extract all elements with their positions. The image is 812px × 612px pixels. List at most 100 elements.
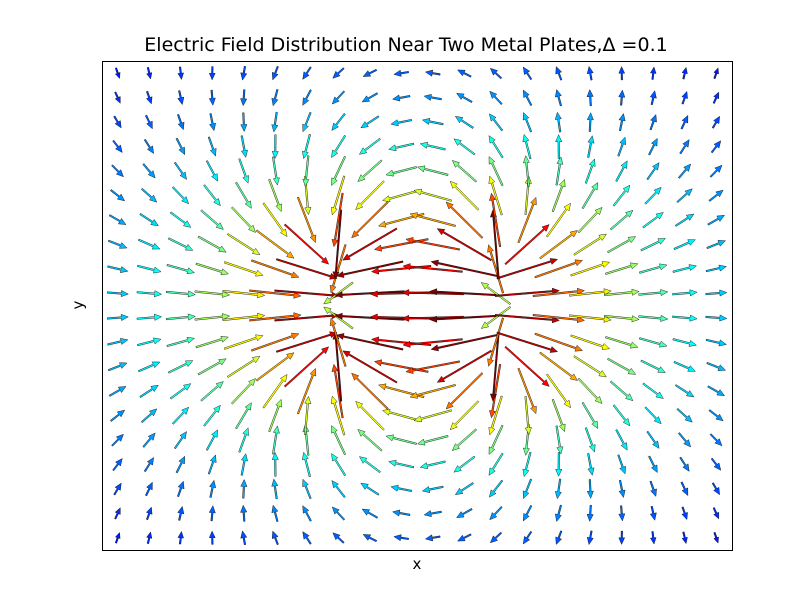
field-arrow [250,332,300,352]
field-arrow [107,265,129,273]
field-arrow [274,312,340,322]
field-arrow [336,333,404,351]
field-arrow [255,352,295,382]
field-arrow [605,336,639,349]
field-arrow [240,65,248,81]
field-arrow [454,482,474,495]
field-arrow [108,214,127,225]
field-arrow [708,409,724,422]
field-arrow [489,90,503,105]
field-arrow [489,192,502,248]
field-arrow [449,180,480,211]
field-arrow [534,259,583,279]
field-arrow [255,229,295,259]
field-arrow [302,155,310,187]
field-arrow [107,362,128,372]
field-arrow [393,534,409,542]
field-arrow [108,386,127,397]
field-arrow [711,115,720,129]
field-arrow [146,67,153,80]
field-arrow [235,181,252,209]
field-arrow [532,287,585,298]
field-arrow [177,531,184,545]
field-arrow [607,357,637,375]
field-arrow [430,259,498,278]
field-arrow [587,135,595,158]
field-arrow [143,138,154,154]
field-arrow [283,346,330,388]
field-arrow [208,530,216,545]
field-arrow [177,505,185,521]
field-arrow [424,534,441,542]
field-arrow [618,479,626,498]
field-arrow [551,398,566,433]
field-arrow [618,66,626,81]
field-arrow [421,118,444,126]
field-arrow [423,510,442,517]
field-arrow [644,186,662,205]
field-arrow [177,66,184,80]
field-arrow [706,240,727,250]
field-arrow [167,237,194,251]
field-arrow [388,459,415,469]
field-arrow [226,233,261,255]
field-arrow [331,506,346,521]
field-arrow [113,115,122,129]
field-arrow [385,434,417,445]
field-arrow [302,111,312,133]
field-arrow [681,66,688,80]
field-arrow [517,367,537,415]
field-arrow [504,345,550,387]
field-arrow [451,428,477,451]
field-arrow [331,134,347,158]
field-arrow [177,480,185,498]
field-arrow [271,504,279,522]
field-arrow [523,155,530,187]
field-arrow [524,396,532,436]
field-arrow [451,160,477,183]
field-arrow [268,398,282,433]
field-arrow [706,361,727,371]
field-arrow [638,314,669,322]
field-arrow [194,313,231,321]
field-arrow [271,452,279,477]
field-arrow [604,288,640,297]
field-arrow [673,360,696,372]
field-arrow [430,333,498,352]
field-arrow [362,68,378,77]
field-arrow [429,288,499,297]
field-arrow [209,113,216,132]
field-arrow [417,435,449,446]
field-arrow [638,289,669,297]
field-arrow [555,134,563,159]
field-arrow [271,89,279,107]
field-arrow [681,90,688,105]
field-arrow [223,261,264,277]
field-arrow [705,289,728,297]
field-arrow [488,113,504,132]
field-arrow [680,114,689,130]
field-arrow [331,363,344,419]
field-arrow [705,314,728,322]
field-arrow [522,505,533,522]
field-arrow [137,337,162,347]
field-arrow [650,66,657,80]
field-arrow [555,425,564,455]
field-arrow [522,112,533,133]
field-arrow [169,211,192,228]
field-arrow [209,479,216,498]
field-arrow [677,432,692,448]
field-arrow [577,377,603,404]
field-arrow [223,334,264,350]
field-arrow [489,531,503,544]
field-arrow [522,133,532,160]
field-arrow [271,111,279,133]
field-arrow [390,119,413,127]
field-arrow [302,89,312,106]
field-arrow [639,337,668,348]
field-arrow [112,458,123,472]
field-arrow [555,156,564,186]
field-arrow [713,531,719,544]
field-arrow [283,223,330,265]
